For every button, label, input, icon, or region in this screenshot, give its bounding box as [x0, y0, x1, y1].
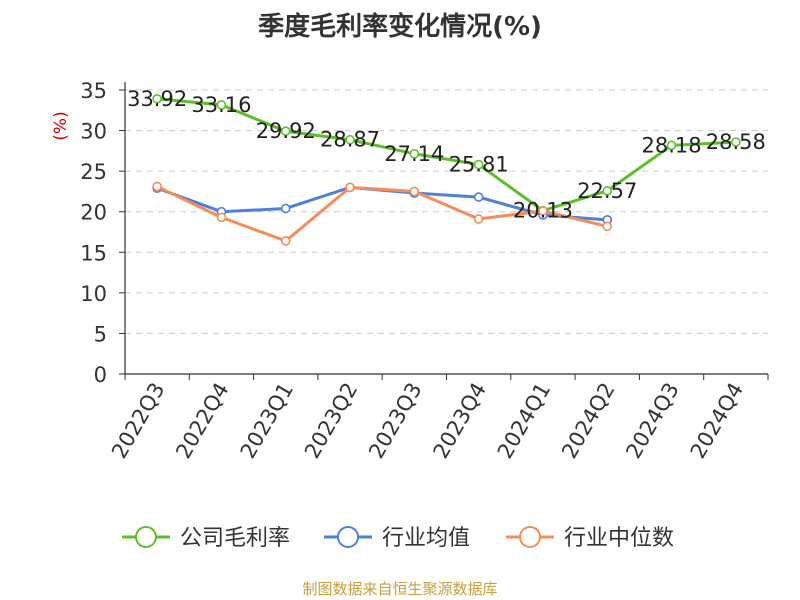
- data-label: 22.57: [577, 179, 637, 203]
- x-tick-label: 2023Q2: [300, 379, 362, 463]
- legend-marker-icon: [337, 526, 359, 548]
- legend-item[interactable]: 行业中位数: [506, 526, 674, 551]
- data-point[interactable]: [280, 236, 291, 246]
- data-point[interactable]: [280, 203, 291, 214]
- x-tick-label: 2023Q4: [429, 379, 491, 463]
- legend-item[interactable]: 行业均值: [324, 526, 470, 551]
- x-tick-label: 2023Q3: [364, 379, 426, 463]
- data-point[interactable]: [473, 159, 484, 170]
- y-tick-label: 25: [80, 160, 107, 184]
- data-label: 28.18: [641, 133, 701, 157]
- data-point[interactable]: [409, 148, 420, 159]
- data-point[interactable]: [473, 214, 484, 224]
- data-point[interactable]: [345, 182, 355, 193]
- y-tick-label: 20: [80, 201, 107, 225]
- legend-label: 行业均值: [382, 526, 470, 551]
- x-tick-label: 2023Q1: [236, 379, 298, 463]
- x-tick-label: 2024Q1: [493, 379, 555, 463]
- data-point[interactable]: [666, 140, 677, 151]
- x-tick-label: 2024Q2: [557, 379, 619, 463]
- data-point[interactable]: [731, 137, 741, 147]
- data-label: 29.92: [256, 119, 316, 143]
- source-note: 制图数据来自恒生聚源数据库: [302, 580, 498, 598]
- y-tick-label: 35: [80, 79, 107, 103]
- data-label: 27.14: [384, 142, 444, 166]
- data-point[interactable]: [345, 134, 355, 145]
- data-point[interactable]: [280, 126, 291, 137]
- data-label: 20.13: [513, 199, 573, 223]
- data-point[interactable]: [538, 206, 548, 216]
- data-point[interactable]: [602, 221, 613, 232]
- legend-label: 行业中位数: [564, 526, 674, 551]
- data-point[interactable]: [216, 212, 227, 223]
- data-label: 33.16: [191, 93, 251, 117]
- legend[interactable]: 公司毛利率 行业均值 行业中位数: [122, 526, 674, 551]
- legend-marker-icon: [519, 526, 541, 548]
- y-axis-label: (%): [51, 111, 71, 140]
- y-tick-label: 30: [80, 120, 107, 144]
- y-tick-label: 15: [80, 241, 107, 265]
- data-point[interactable]: [409, 186, 420, 197]
- x-tick-label: 2022Q4: [171, 379, 233, 463]
- grid-lines: [125, 89, 768, 334]
- x-tick-label: 2024Q4: [686, 379, 748, 463]
- data-point[interactable]: [152, 93, 162, 104]
- series-line: [156, 185, 608, 243]
- legend-item[interactable]: 公司毛利率: [122, 526, 290, 551]
- x-tick-label: 2022Q3: [107, 379, 169, 463]
- data-point[interactable]: [473, 192, 484, 202]
- series-line: [157, 97, 736, 213]
- chart-title: 季度毛利率变化情况(%): [258, 12, 542, 42]
- y-tick-label: 0: [94, 363, 107, 387]
- legend-marker-icon: [135, 526, 157, 548]
- legend-label: 公司毛利率: [180, 526, 290, 551]
- series-layer: [152, 93, 741, 246]
- data-point[interactable]: [602, 186, 613, 196]
- data-point[interactable]: [216, 100, 227, 110]
- data-label: 28.87: [320, 128, 380, 152]
- data-label: 28.58: [706, 130, 766, 154]
- data-label: 25.81: [449, 153, 509, 177]
- x-tick-label: 2024Q3: [621, 379, 683, 463]
- y-tick-label: 5: [94, 322, 107, 346]
- data-point[interactable]: [152, 181, 162, 192]
- y-tick-label: 10: [80, 282, 107, 306]
- data-label: 33.92: [127, 87, 187, 111]
